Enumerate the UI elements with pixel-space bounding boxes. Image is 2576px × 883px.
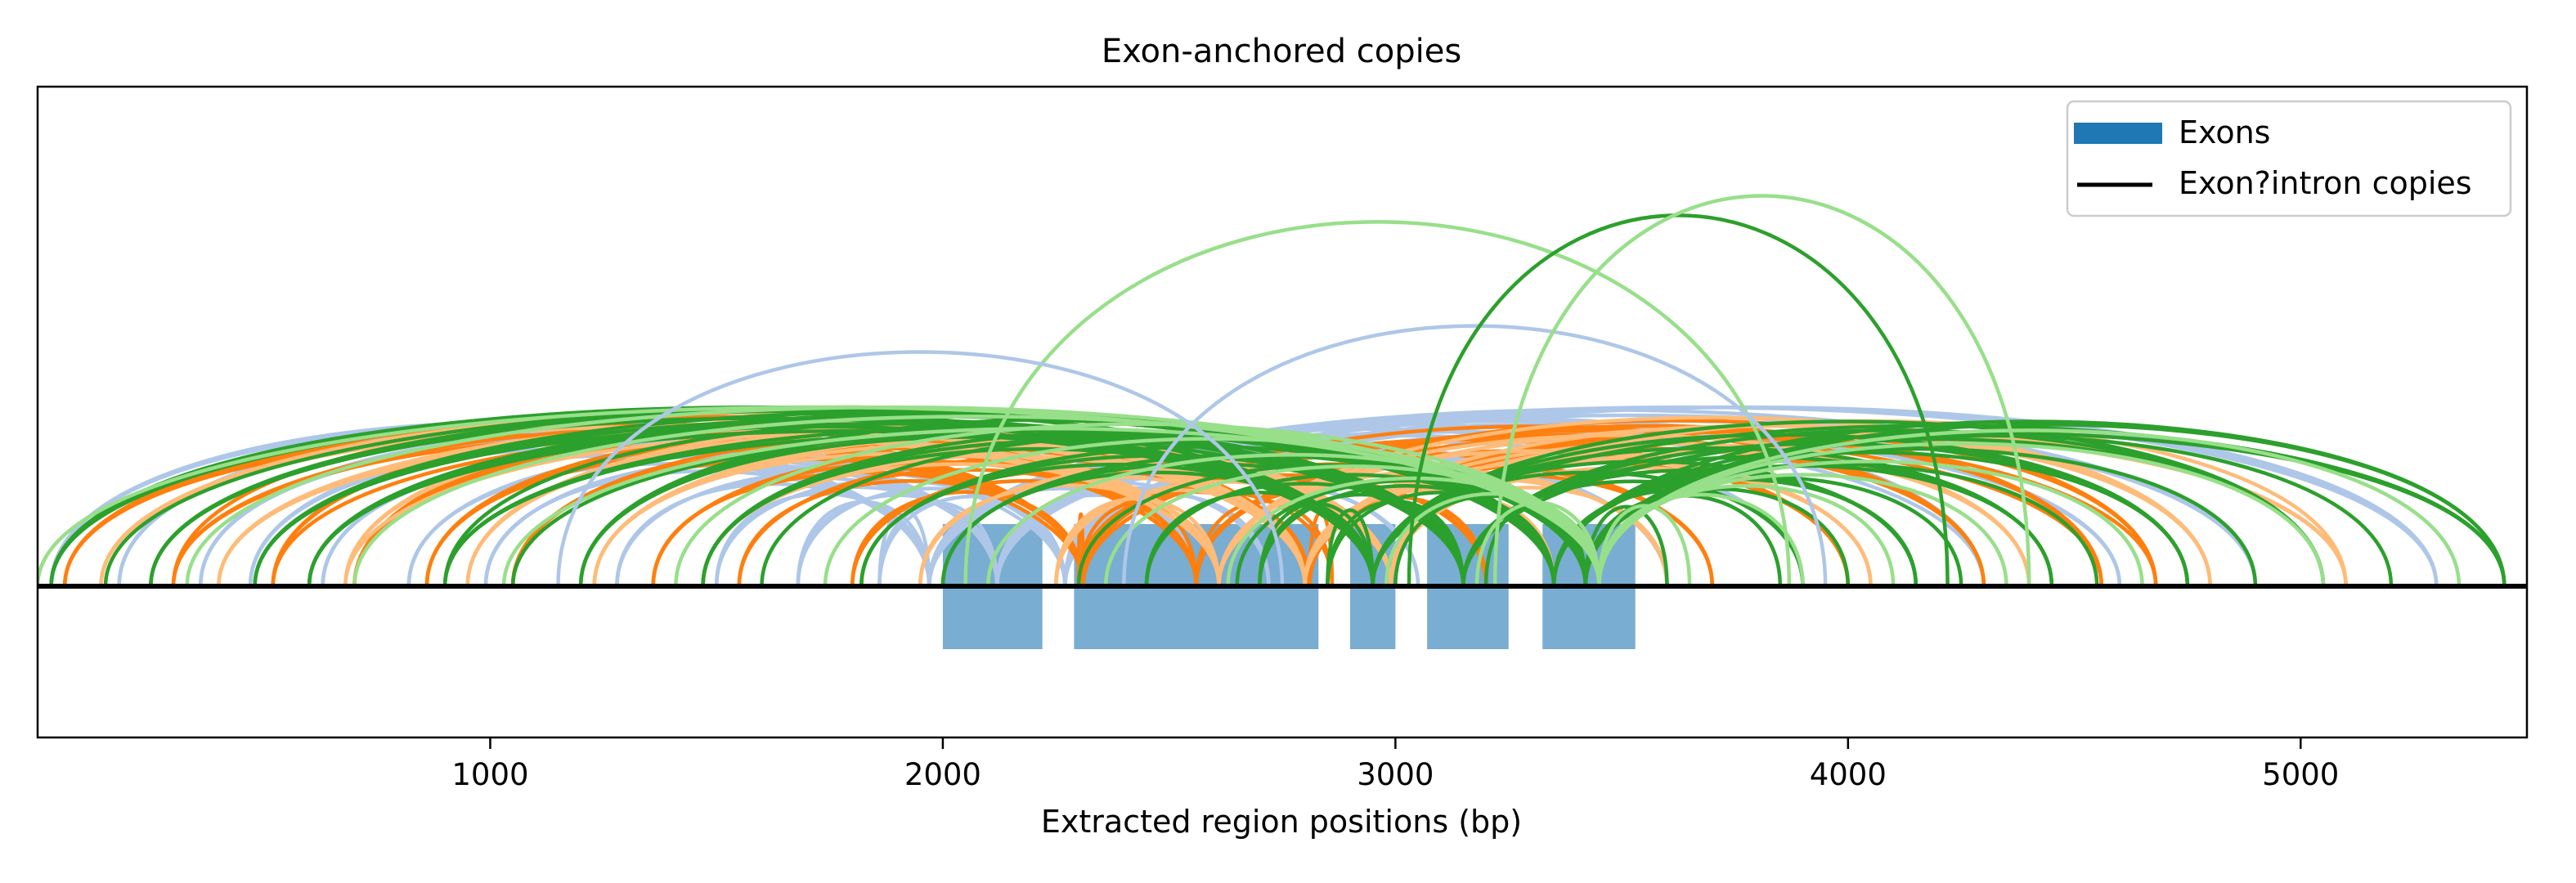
x-tick-label: 5000 [2262, 757, 2339, 792]
copy-arc [1326, 491, 1556, 587]
copy-arc [796, 486, 1067, 587]
legend-label-exons: Exons [2179, 114, 2270, 150]
copy-arc [877, 495, 1067, 587]
x-tick-label: 2000 [904, 757, 981, 792]
x-axis-label: Extracted region positions (bp) [1041, 804, 1522, 840]
x-axis: 1000 2000 3000 4000 5000 [451, 737, 2339, 792]
x-tick-label: 3000 [1357, 757, 1434, 792]
copy-arc [963, 220, 1792, 587]
legend-box [2066, 100, 2512, 217]
x-tick-label: 1000 [451, 757, 528, 792]
arc-layer [38, 194, 2506, 587]
plot-frame [36, 85, 2529, 739]
copy-arc [1384, 491, 1601, 587]
copy-arc [501, 426, 1601, 587]
legend: Exons Exon?intron copies [2066, 100, 2512, 217]
copy-arc [1597, 428, 2462, 587]
copy-arc [1474, 500, 1601, 587]
copy-arc [1583, 423, 2506, 587]
copy-arc [1122, 324, 1828, 587]
copy-arc [1235, 478, 1588, 587]
copy-arc [1226, 476, 1601, 587]
copy-arc [1393, 494, 1588, 587]
plot-area [38, 194, 2527, 649]
copy-arc [556, 350, 1285, 587]
x-tick-label: 4000 [1810, 757, 1887, 792]
legend-label-copies: Exon?intron copies [2179, 165, 2472, 201]
chart-title: Exon-anchored copies [1102, 33, 1461, 70]
copy-arc [1597, 504, 1692, 587]
legend-swatch-exons [2074, 123, 2162, 144]
copy-arc [1492, 194, 2031, 587]
copy-arc [1326, 508, 1375, 587]
